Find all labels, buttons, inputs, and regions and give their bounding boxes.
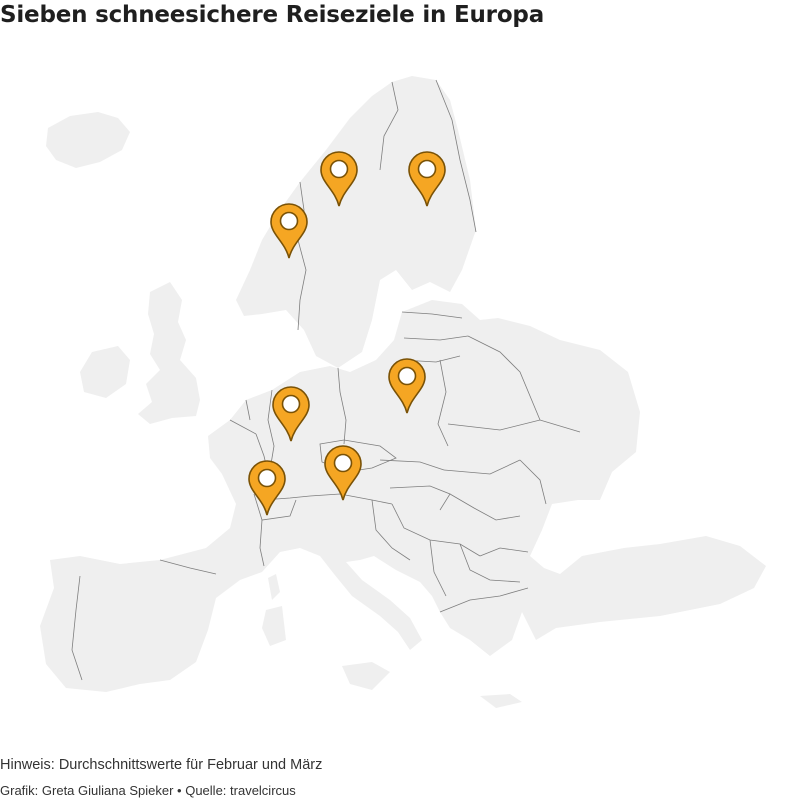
map-pin-icon[interactable] <box>248 460 286 516</box>
border-benelux <box>229 399 257 435</box>
land-sardinia <box>262 606 286 646</box>
land-iceland <box>46 112 130 168</box>
border-slovakia-hungary <box>379 459 451 511</box>
map-pin-icon[interactable] <box>270 203 308 259</box>
border-austria-alps <box>261 493 393 505</box>
europe-map <box>40 76 766 708</box>
border-sweden-finland <box>379 81 399 171</box>
border-belarus-ukraine <box>447 419 581 433</box>
credit-separator: • <box>177 783 182 798</box>
footnote: Hinweis: Durchschnittswerte für Februar … <box>0 757 323 773</box>
land-ireland <box>80 346 130 398</box>
land-scandinavia <box>236 76 476 368</box>
border-germany-west <box>267 389 275 471</box>
credit-source: Quelle: travelcircus <box>185 783 296 798</box>
map-markers <box>248 151 446 516</box>
border-switzerland <box>253 493 297 521</box>
map-pin-icon[interactable] <box>388 358 426 414</box>
border-spain-portugal <box>71 575 83 681</box>
chart-title: Sieben schneesichere Reiseziele in Europ… <box>0 2 545 28</box>
map-pin-icon[interactable] <box>324 445 362 501</box>
border-germany-poland <box>337 367 347 445</box>
map-pin-icon[interactable] <box>320 151 358 207</box>
credit-author: Grafik: Greta Giuliana Spieker <box>0 783 174 798</box>
border-finland-russia <box>435 79 477 233</box>
land-corsica <box>268 574 280 600</box>
border-poland-east <box>437 359 449 447</box>
map-pin-icon[interactable] <box>272 386 310 442</box>
land-mainland <box>40 300 766 692</box>
border-russia-belarus <box>467 335 541 421</box>
credit-line: Grafik: Greta Giuliana Spieker • Quelle:… <box>0 783 296 798</box>
border-moldova <box>519 459 547 505</box>
border-ukraine-romania <box>443 459 521 521</box>
land-crete <box>480 694 522 708</box>
map-pin-icon[interactable] <box>408 151 446 207</box>
land-masses <box>40 76 766 708</box>
border-norway-sweden <box>297 181 307 331</box>
border-balkans <box>371 499 529 597</box>
land-sicily <box>342 662 390 690</box>
border-spain-france <box>159 559 217 575</box>
border-greece-turkey <box>439 587 529 613</box>
land-great-britain <box>138 282 200 424</box>
border-france-italy <box>259 519 265 567</box>
